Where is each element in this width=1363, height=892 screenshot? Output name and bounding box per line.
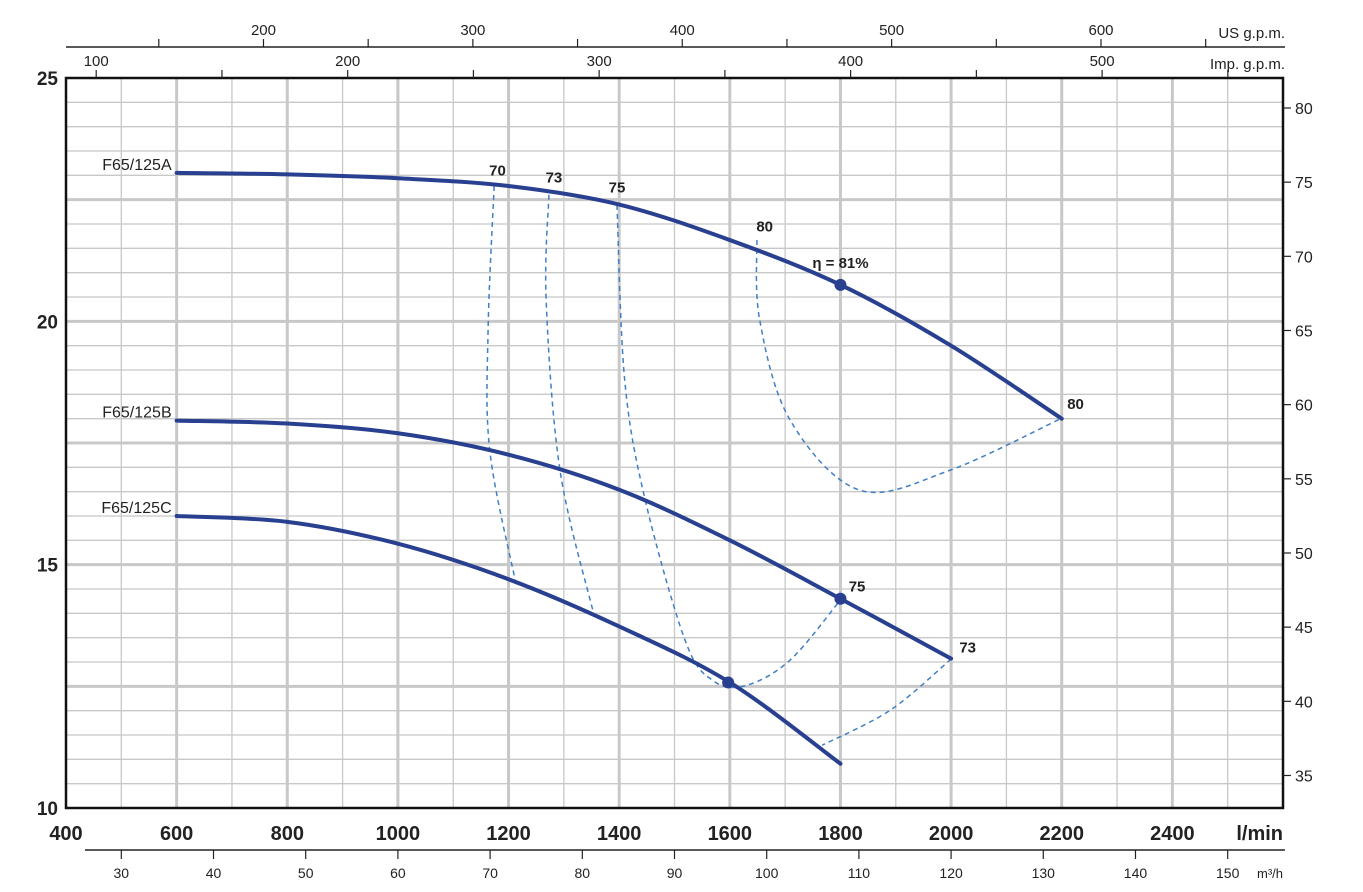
imp-gpm-tick-label: 200	[335, 53, 360, 70]
y-right-tick-label: 80	[1295, 101, 1313, 118]
efficiency-curve-73	[821, 658, 952, 746]
efficiency-label: 75	[609, 179, 626, 196]
y-right-tick-label: 45	[1295, 620, 1313, 637]
x-tick-label: 2000	[929, 823, 974, 845]
us-gpm-tick-label: 200	[251, 22, 276, 39]
series-label: F65/125C	[101, 500, 171, 517]
imp-gpm-tick-label: 100	[84, 53, 109, 70]
best-efficiency-marker	[722, 676, 735, 689]
plot-frame	[64, 76, 1285, 810]
us-gpm-tick-label: 300	[460, 22, 485, 39]
y-tick-label: 25	[37, 69, 59, 90]
best-efficiency-marker	[834, 592, 847, 605]
efficiency-curve-70	[486, 186, 516, 581]
efficiency-curve-73	[544, 194, 594, 613]
m3h-tick-label: 50	[298, 865, 314, 881]
us-gpm-tick-label: 500	[879, 22, 904, 39]
m3h-tick-label: 140	[1124, 865, 1148, 881]
m3h-tick-label: 60	[390, 865, 406, 881]
efficiency-curve-80	[755, 240, 1063, 494]
efficiency-label: 80	[1067, 396, 1084, 413]
series-label: F65/125B	[102, 405, 171, 422]
x-tick-label: 2200	[1039, 823, 1084, 845]
x-tick-label: 2400	[1150, 823, 1195, 845]
y-right-tick-label: 70	[1295, 249, 1313, 266]
y-tick-label: 10	[37, 799, 58, 820]
y-tick-label: 20	[37, 312, 58, 333]
imp-gpm-unit: Imp. g.p.m.	[1210, 56, 1285, 73]
efficiency-label: η = 81%	[812, 255, 868, 272]
x-tick-label: 1200	[486, 823, 531, 845]
m3h-unit: m³/h	[1257, 866, 1283, 881]
x-tick-label: 1600	[708, 823, 753, 845]
y-tick-label: 15	[37, 556, 59, 577]
x-tick-label: 400	[49, 823, 82, 845]
x-tick-label: 1000	[376, 823, 421, 845]
y-right-tick-label: 75	[1295, 175, 1313, 192]
series-label: F65/125A	[102, 157, 172, 174]
y-right-tick-label: 65	[1295, 323, 1313, 340]
us-gpm-unit: US g.p.m.	[1218, 25, 1285, 42]
m3h-tick-label: 30	[114, 865, 130, 881]
efficiency-label: 70	[489, 162, 506, 179]
head-curve-f65-125b	[174, 418, 954, 661]
m3h-tick-label: 130	[1032, 865, 1056, 881]
x-tick-label: 600	[160, 823, 193, 845]
y-right-tick-label: 55	[1295, 472, 1313, 489]
m3h-tick-label: 90	[667, 865, 683, 881]
y-right-tick-label: 60	[1295, 398, 1313, 415]
efficiency-label: 80	[756, 218, 773, 235]
efficiency-label: 73	[959, 639, 976, 656]
x-tick-label: 1800	[818, 823, 863, 845]
head-curve-f65-125a	[174, 170, 1064, 421]
efficiency-label: 73	[546, 170, 563, 187]
imp-gpm-tick-label: 300	[587, 53, 612, 70]
m3h-tick-label: 120	[939, 865, 963, 881]
m3h-tick-label: 40	[206, 865, 222, 881]
m3h-tick-label: 70	[482, 865, 498, 881]
m3h-tick-label: 150	[1216, 865, 1240, 881]
x-axis-unit: l/min	[1236, 823, 1283, 845]
efficiency-curve-75	[616, 204, 842, 689]
best-efficiency-marker	[834, 278, 847, 291]
imp-gpm-tick-label: 500	[1090, 53, 1115, 70]
y-right-tick-label: 35	[1295, 768, 1313, 785]
m3h-tick-label: 80	[575, 865, 591, 881]
y-right-tick-label: 40	[1295, 694, 1313, 711]
us-gpm-tick-label: 400	[670, 22, 695, 39]
imp-gpm-tick-label: 400	[838, 53, 863, 70]
x-tick-label: 1400	[597, 823, 642, 845]
y-right-tick-label: 50	[1295, 546, 1313, 563]
x-tick-label: 800	[271, 823, 304, 845]
us-gpm-tick-label: 600	[1088, 22, 1113, 39]
m3h-tick-label: 100	[755, 865, 779, 881]
efficiency-label: 75	[849, 578, 866, 595]
m3h-tick-label: 110	[848, 865, 871, 881]
